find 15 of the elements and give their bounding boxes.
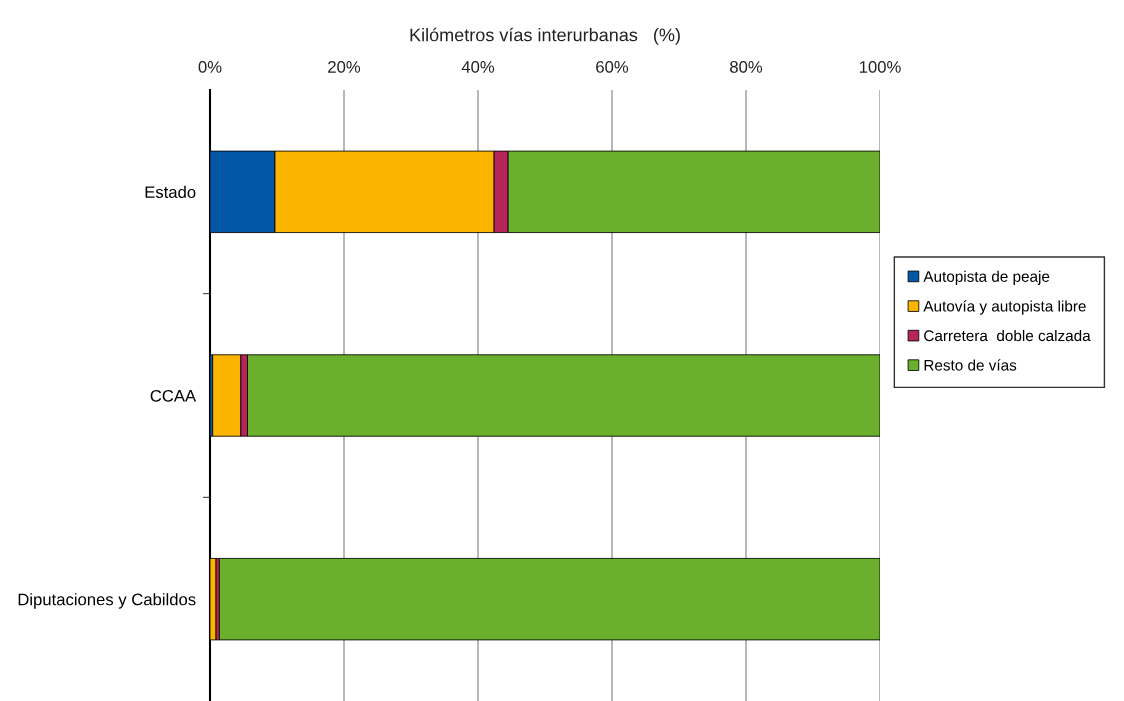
- x-tick-label: 100%: [859, 61, 901, 73]
- legend-label: Autopista de peaje: [923, 270, 1050, 285]
- x-tick-label: 40%: [461, 61, 495, 73]
- x-tick-label: 20%: [328, 61, 361, 73]
- legend-label: Resto de vías: [924, 359, 1017, 371]
- x-tick-label: 60%: [596, 61, 629, 73]
- y-tick-label: Diputaciones y Cabildos: [18, 593, 196, 609]
- y-tick-label: CCAA: [150, 389, 197, 402]
- x-axis-title: Kilómetros vías interurbanas (%): [410, 27, 680, 45]
- y-tick-label: Estado: [145, 185, 196, 199]
- bar: [218, 558, 880, 641]
- x-tick-label: 80%: [730, 61, 763, 73]
- legend-label: Autovía y autopista libre: [923, 300, 1086, 315]
- x-tick-label: 0%: [198, 61, 222, 73]
- legend-label: Carretera doble calzada: [924, 329, 1091, 342]
